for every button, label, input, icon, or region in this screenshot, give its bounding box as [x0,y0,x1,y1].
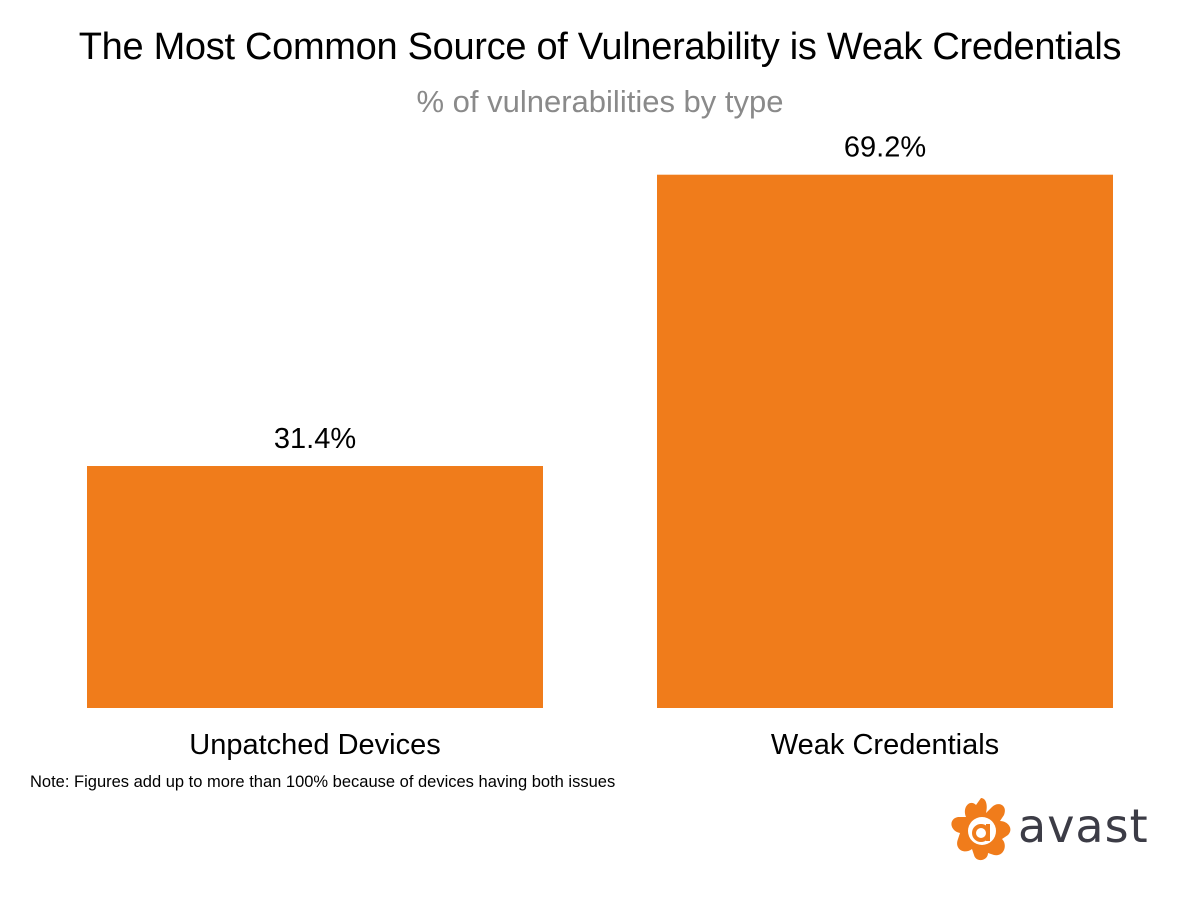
avast-logo-icon [951,798,1011,861]
data-label-0: 31.4% [274,423,356,455]
chart-subtitle: % of vulnerabilities by type [416,84,784,119]
bar-weak-credentials [657,174,1113,708]
bar-unpatched-devices [87,466,543,708]
chart-title: The Most Common Source of Vulnerability … [78,26,1122,68]
avast-logo-text: avast [1018,799,1149,853]
category-label-1: Weak Credentials [771,729,999,761]
data-label-1: 69.2% [844,132,926,164]
avast-logo: avast [946,795,1156,865]
category-label-0: Unpatched Devices [189,729,440,761]
chart-note: Note: Figures add up to more than 100% b… [30,773,616,791]
